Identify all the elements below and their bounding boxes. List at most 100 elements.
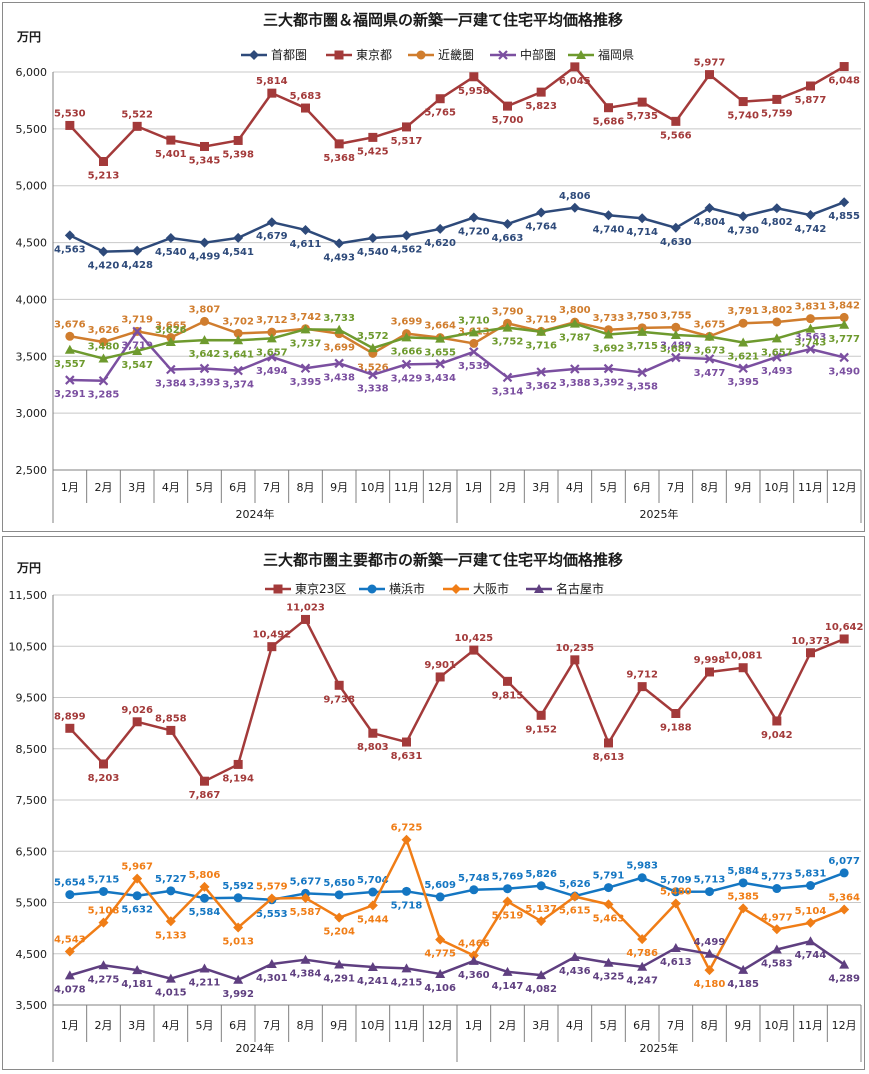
data-label: 5,398 <box>222 149 254 160</box>
data-point <box>334 238 345 249</box>
data-label: 3,384 <box>155 378 187 389</box>
data-label: 4,543 <box>54 935 86 946</box>
data-point <box>738 878 748 888</box>
data-label: 4,744 <box>795 950 827 961</box>
data-point <box>64 344 75 354</box>
data-point <box>334 358 344 369</box>
y-tick-label: 11,500 <box>9 589 48 602</box>
data-point <box>738 363 748 374</box>
data-point <box>536 87 546 97</box>
data-label: 5,592 <box>222 881 254 892</box>
data-point <box>772 884 782 894</box>
data-label: 9,026 <box>121 705 153 716</box>
data-label: 3,831 <box>795 302 827 313</box>
data-point <box>569 202 580 213</box>
data-label: 5,013 <box>222 936 254 947</box>
data-point <box>65 120 75 130</box>
data-label: 4,499 <box>694 937 726 948</box>
y-tick-label: 8,500 <box>16 743 48 756</box>
data-point <box>200 316 209 326</box>
data-point <box>637 326 648 336</box>
data-label: 4,541 <box>222 247 254 258</box>
data-point <box>99 886 108 896</box>
data-label: 4,082 <box>525 984 557 995</box>
data-point <box>233 335 244 345</box>
data-label: 3,664 <box>424 321 456 332</box>
data-label: 3,626 <box>88 325 120 336</box>
data-label: 8,613 <box>593 752 625 763</box>
data-label: 6,045 <box>559 76 591 87</box>
data-label: 5,385 <box>727 891 759 902</box>
data-point <box>401 834 412 845</box>
data-label: 3,374 <box>222 380 254 391</box>
data-point <box>536 916 547 927</box>
data-label: 4,563 <box>54 244 86 255</box>
data-point <box>368 887 378 897</box>
data-label: 3,438 <box>323 372 355 383</box>
legend-item: 大阪市 <box>443 581 509 596</box>
series-line <box>69 838 845 972</box>
data-point <box>300 224 311 235</box>
data-point <box>199 335 210 345</box>
data-point <box>165 916 176 927</box>
data-point <box>604 103 613 113</box>
legend-label: 福岡県 <box>598 47 634 62</box>
data-point <box>772 352 782 362</box>
data-point <box>839 904 850 915</box>
data-point <box>637 682 647 692</box>
data-point <box>98 353 109 363</box>
data-point <box>334 324 345 334</box>
data-label: 8,899 <box>54 711 86 722</box>
legend-item: 東京都 <box>326 48 392 62</box>
legend-label: 大阪市 <box>473 581 509 596</box>
data-point <box>671 322 681 332</box>
data-label: 8,631 <box>391 751 423 762</box>
data-point <box>468 950 479 961</box>
y-tick-label: 3,500 <box>16 999 48 1012</box>
data-point <box>637 213 648 224</box>
data-point <box>839 634 849 644</box>
series-2: 4,543 5,108 5,967 5,133 5,806 5,013 5,579 5,587… <box>54 823 860 990</box>
data-label: 3,395 <box>727 377 759 388</box>
data-point <box>166 886 176 896</box>
data-point <box>469 72 479 82</box>
data-point <box>772 317 782 327</box>
data-point <box>267 352 277 362</box>
data-label: 7,867 <box>189 790 221 801</box>
data-point <box>839 868 849 878</box>
data-label: 9,815 <box>492 690 524 701</box>
data-label: 5,480 <box>660 887 692 898</box>
data-point <box>806 81 815 91</box>
data-label: 5,213 <box>88 170 120 181</box>
data-label: 3,755 <box>660 310 692 321</box>
x-tick-label: 3月 <box>532 481 550 494</box>
data-point <box>132 717 142 727</box>
data-label: 3,992 <box>222 989 254 1000</box>
data-point <box>368 132 378 142</box>
data-label: 4,806 <box>559 191 591 202</box>
data-point <box>200 141 209 151</box>
data-label: 4,804 <box>694 217 726 228</box>
data-point <box>266 333 277 343</box>
data-point <box>670 942 681 952</box>
data-label: 8,194 <box>222 773 254 784</box>
data-point <box>233 974 244 984</box>
y-tick-label: 6,000 <box>16 66 48 79</box>
data-label: 5,700 <box>492 115 524 126</box>
data-point <box>570 62 580 72</box>
x-tick-label: 2月 <box>95 481 113 494</box>
data-point <box>199 237 210 248</box>
data-label: 4,360 <box>458 970 490 981</box>
data-label: 4,211 <box>189 978 221 989</box>
data-point <box>806 881 815 891</box>
data-label: 4,078 <box>54 984 86 995</box>
legend-item: 中部圏 <box>490 47 556 62</box>
data-point <box>603 210 614 221</box>
data-point <box>300 954 311 964</box>
data-label: 3,429 <box>391 373 423 384</box>
data-label: 5,715 <box>88 874 120 885</box>
data-point <box>367 900 378 911</box>
data-label: 3,494 <box>256 366 288 377</box>
